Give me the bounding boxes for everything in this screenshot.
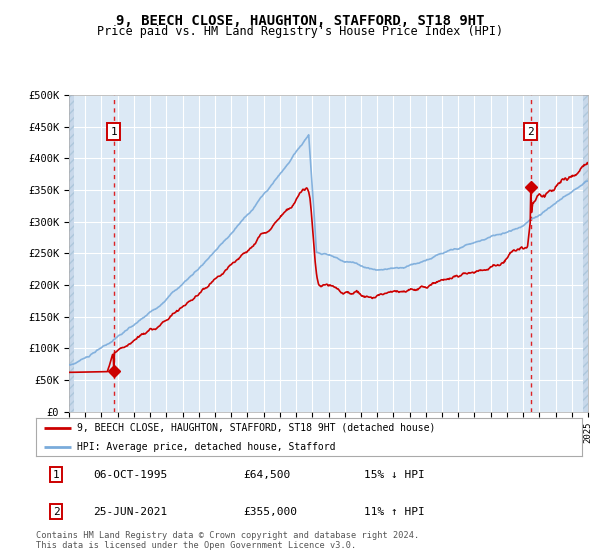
Text: HPI: Average price, detached house, Stafford: HPI: Average price, detached house, Staf…	[77, 442, 335, 452]
Text: 11% ↑ HPI: 11% ↑ HPI	[364, 507, 424, 517]
Text: 06-OCT-1995: 06-OCT-1995	[94, 470, 167, 480]
Text: 1: 1	[110, 127, 118, 137]
Text: 9, BEECH CLOSE, HAUGHTON, STAFFORD, ST18 9HT: 9, BEECH CLOSE, HAUGHTON, STAFFORD, ST18…	[116, 14, 484, 28]
Text: Price paid vs. HM Land Registry's House Price Index (HPI): Price paid vs. HM Land Registry's House …	[97, 25, 503, 38]
Text: 15% ↓ HPI: 15% ↓ HPI	[364, 470, 424, 480]
Text: £64,500: £64,500	[244, 470, 291, 480]
Text: 25-JUN-2021: 25-JUN-2021	[94, 507, 167, 517]
Text: £355,000: £355,000	[244, 507, 298, 517]
Text: Contains HM Land Registry data © Crown copyright and database right 2024.
This d: Contains HM Land Registry data © Crown c…	[36, 531, 419, 550]
Text: 2: 2	[527, 127, 534, 137]
Text: 2: 2	[53, 507, 59, 517]
Bar	[69, 95, 74, 412]
Text: 9, BEECH CLOSE, HAUGHTON, STAFFORD, ST18 9HT (detached house): 9, BEECH CLOSE, HAUGHTON, STAFFORD, ST18…	[77, 423, 436, 433]
Text: 1: 1	[53, 470, 59, 480]
Bar	[583, 95, 588, 412]
